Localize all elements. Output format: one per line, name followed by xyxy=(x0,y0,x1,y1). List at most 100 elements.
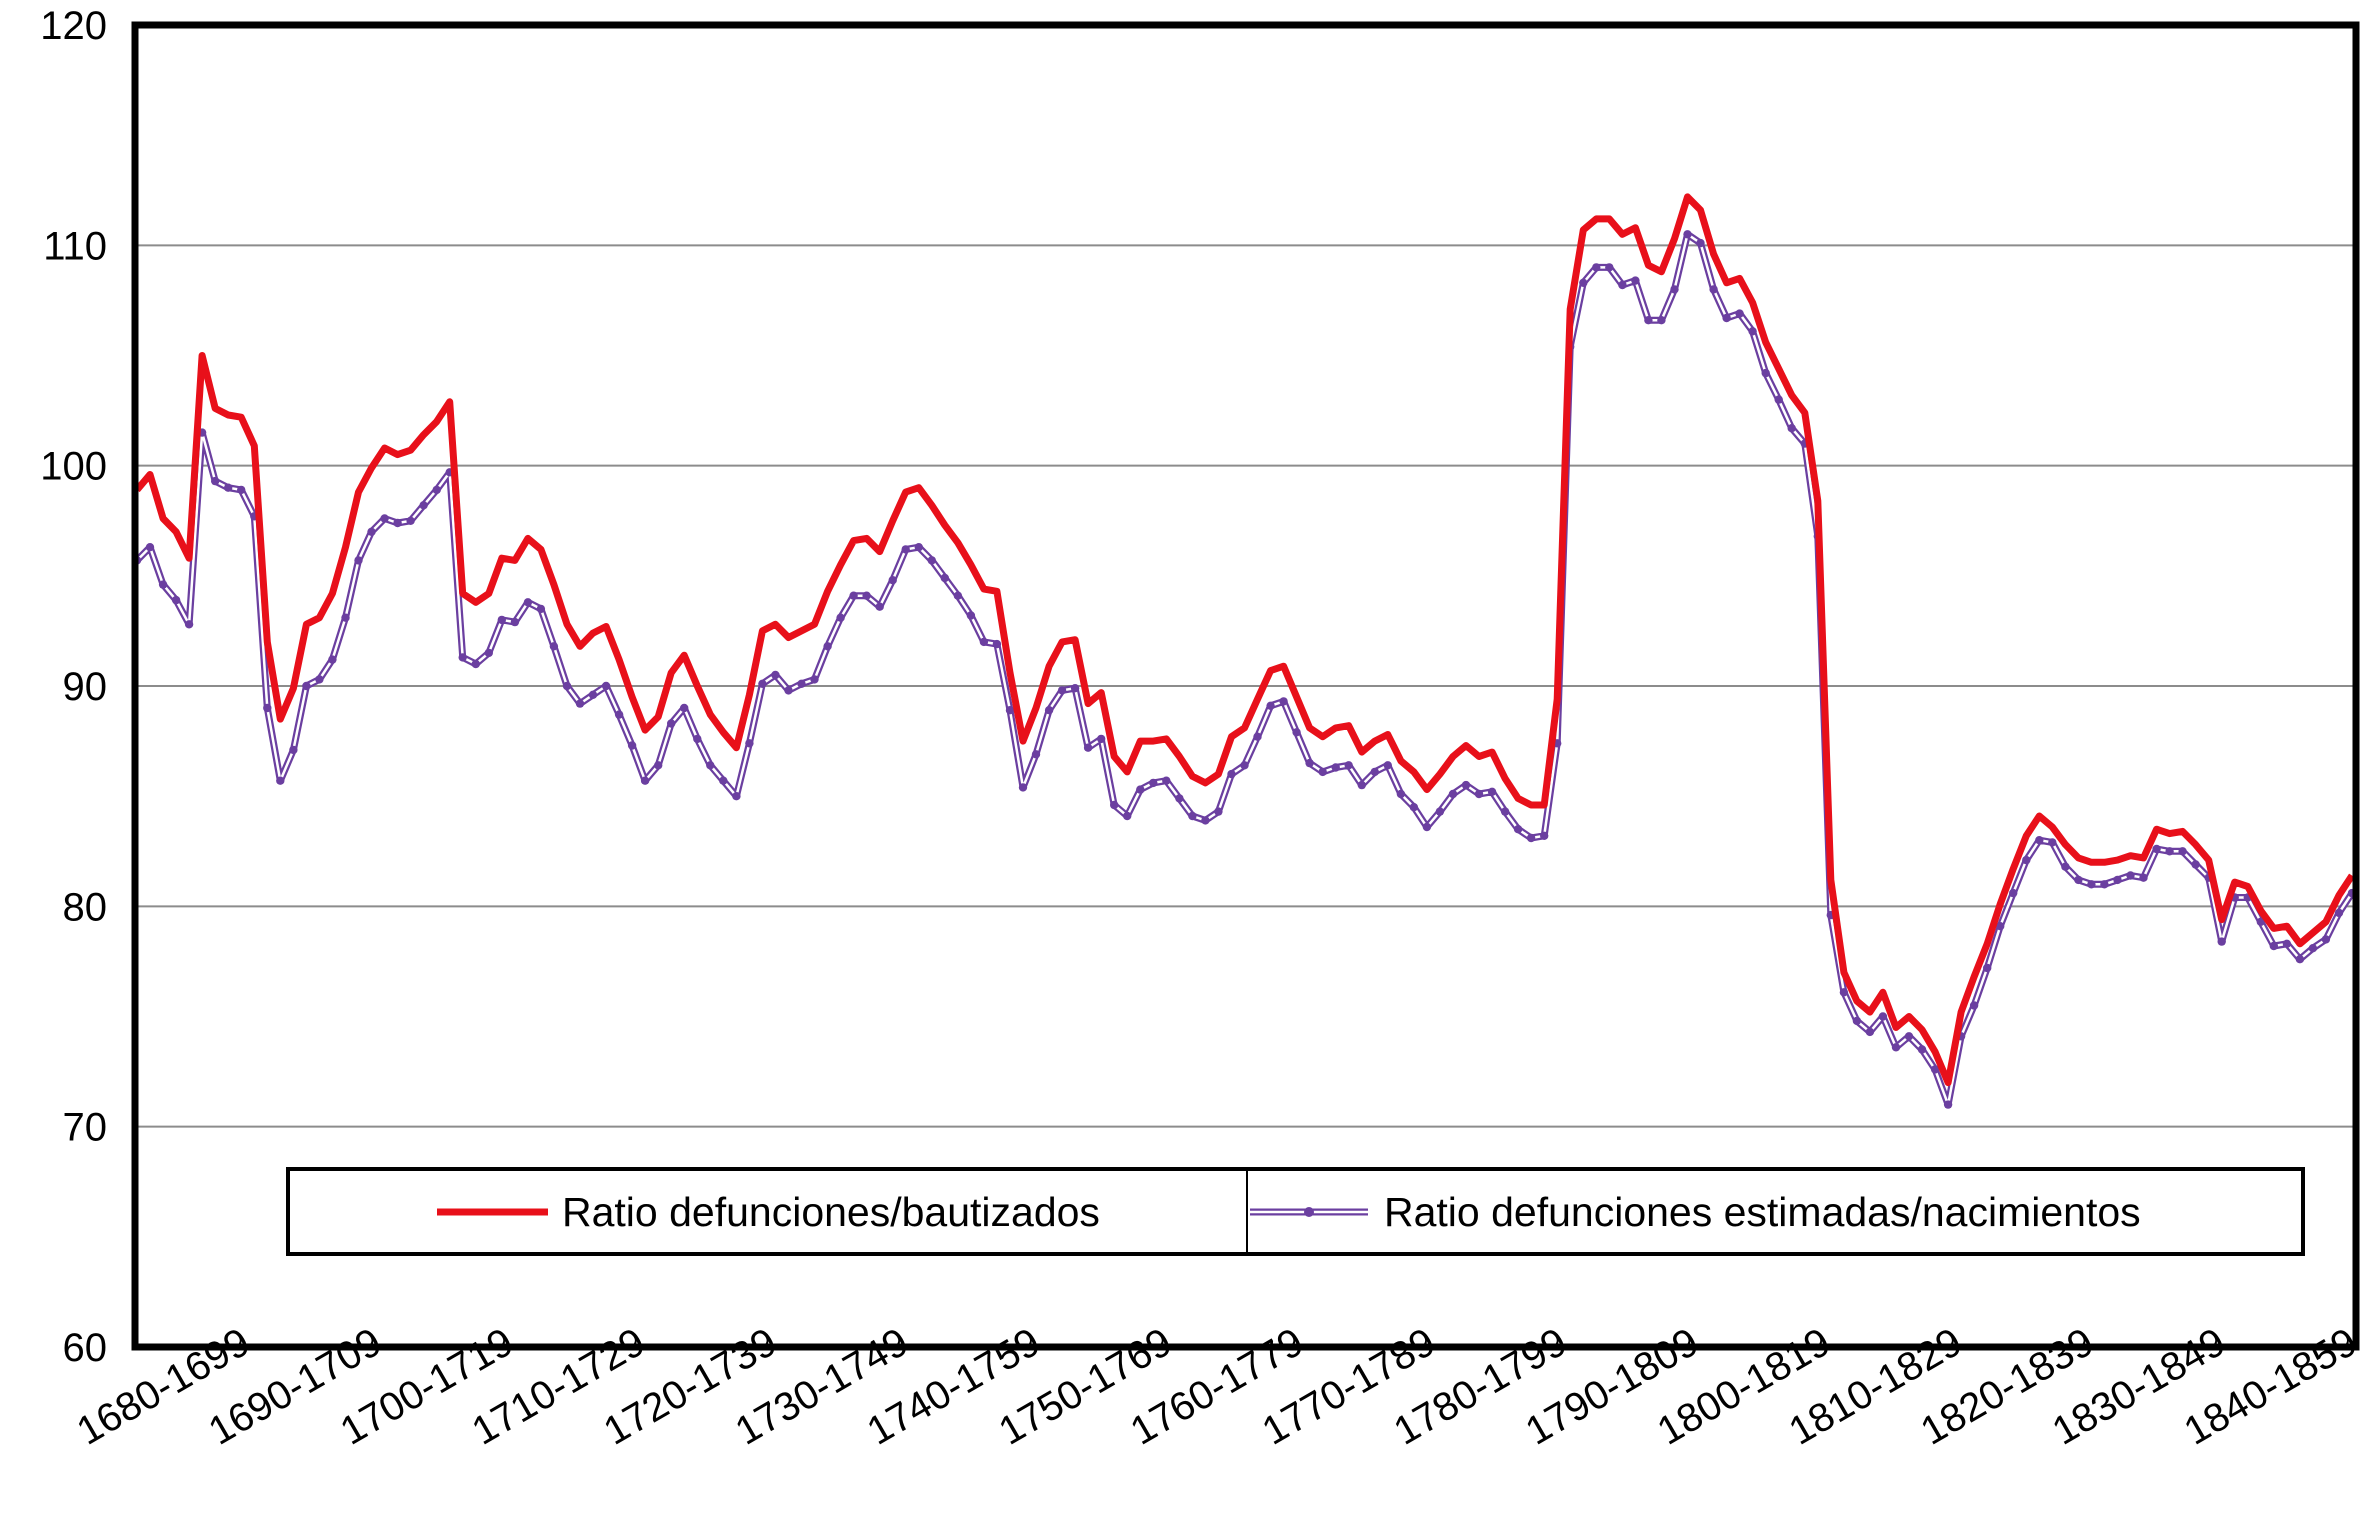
data-point-nacimientos xyxy=(484,648,493,658)
plot-frame xyxy=(131,21,2360,1351)
data-point-nacimientos xyxy=(875,602,884,611)
data-point-nacimientos xyxy=(979,637,989,647)
data-point-nacimientos xyxy=(1266,701,1275,710)
data-point-nacimientos xyxy=(2321,935,2331,944)
data-point-nacimientos xyxy=(2178,847,2187,856)
series-line-bautizados xyxy=(134,193,2355,1087)
data-point-nacimientos xyxy=(2126,871,2135,880)
data-point-nacimientos xyxy=(719,776,728,785)
data-point-nacimientos xyxy=(1722,313,1731,323)
data-point-nacimientos xyxy=(640,776,650,785)
legend-label-nacimientos: Ratio defunciones estimadas/nacimientos xyxy=(1384,1189,2141,1235)
y-tick-label: 80 xyxy=(63,885,108,929)
legend-box-right xyxy=(1246,1167,2305,1256)
data-point-nacimientos xyxy=(1110,800,1119,810)
data-point-nacimientos xyxy=(836,613,845,622)
data-point-nacimientos xyxy=(1605,263,1614,272)
data-point-nacimientos xyxy=(2269,941,2278,951)
data-point-nacimientos xyxy=(1748,327,1757,336)
data-point-nacimientos xyxy=(1996,922,2005,931)
data-point-nacimientos xyxy=(2022,855,2031,865)
data-point-nacimientos xyxy=(1891,1043,1901,1052)
data-point-nacimientos xyxy=(1292,728,1301,737)
data-point-nacimientos xyxy=(2100,880,2109,889)
data-point-nacimientos xyxy=(992,639,1002,649)
data-point-nacimientos xyxy=(1865,1027,1875,1037)
data-point-nacimientos xyxy=(289,745,298,755)
data-point-nacimientos xyxy=(1930,1065,1940,1074)
data-point-nacimientos xyxy=(145,543,155,552)
data-point-nacimientos xyxy=(2256,917,2265,926)
data-point-nacimientos xyxy=(1396,789,1406,799)
data-point-nacimientos xyxy=(784,686,793,695)
data-point-nacimientos xyxy=(1618,280,1627,290)
data-point-nacimientos xyxy=(1331,763,1340,772)
y-tick-label: 70 xyxy=(63,1106,108,1150)
data-point-nacimientos xyxy=(810,675,819,684)
y-tick-label: 90 xyxy=(63,665,108,709)
data-point-nacimientos xyxy=(1474,789,1484,799)
data-point-nacimientos xyxy=(614,710,624,719)
data-point-nacimientos xyxy=(471,659,480,669)
data-point-nacimientos xyxy=(224,483,233,492)
data-point-nacimientos xyxy=(966,611,976,620)
data-point-nacimientos xyxy=(171,595,181,605)
data-point-nacimientos xyxy=(276,776,285,785)
data-point-nacimientos xyxy=(1696,238,1705,248)
data-point-nacimientos xyxy=(549,642,559,651)
data-point-nacimientos xyxy=(2152,844,2161,854)
data-point-nacimientos xyxy=(1227,769,1236,779)
data-point-nacimientos xyxy=(341,613,350,622)
data-point-nacimientos xyxy=(1136,785,1145,794)
data-point-nacimientos xyxy=(302,681,311,691)
data-point-nacimientos xyxy=(1305,758,1314,768)
data-point-nacimientos xyxy=(1917,1045,1927,1054)
data-point-nacimientos xyxy=(354,556,363,565)
data-point-nacimientos xyxy=(1123,811,1132,821)
data-point-nacimientos xyxy=(588,690,598,699)
data-point-nacimientos xyxy=(1878,1012,1888,1021)
data-point-nacimientos xyxy=(1083,743,1093,752)
data-point-nacimientos xyxy=(1683,230,1692,239)
data-point-nacimientos xyxy=(797,679,806,688)
data-point-nacimientos xyxy=(328,655,337,664)
data-point-nacimientos xyxy=(1735,309,1744,318)
data-point-nacimientos xyxy=(458,653,467,662)
data-point-nacimientos xyxy=(2061,862,2070,871)
data-point-nacimientos xyxy=(601,681,611,691)
data-point-nacimientos xyxy=(1774,395,1783,404)
data-point-nacimientos xyxy=(1214,807,1223,816)
data-point-nacimientos xyxy=(2282,939,2292,948)
data-point-nacimientos xyxy=(1018,783,1028,792)
data-point-nacimientos xyxy=(914,543,923,552)
data-point-nacimientos xyxy=(1761,368,1770,378)
data-point-nacimientos xyxy=(2035,836,2044,845)
data-point-nacimientos xyxy=(627,741,637,750)
data-point-nacimientos xyxy=(888,576,897,585)
data-point-nacimientos xyxy=(1852,1016,1862,1026)
data-point-nacimientos xyxy=(654,761,663,770)
data-point-nacimientos xyxy=(1201,816,1210,825)
data-point-nacimientos xyxy=(1487,787,1497,796)
series-layer xyxy=(132,193,2357,1109)
data-point-nacimientos xyxy=(771,670,780,680)
data-point-nacimientos xyxy=(1044,706,1054,715)
data-point-nacimientos xyxy=(1526,833,1536,843)
data-point-nacimientos xyxy=(562,681,572,691)
data-point-nacimientos xyxy=(1279,697,1288,706)
data-point-nacimientos xyxy=(1253,732,1262,741)
data-point-nacimientos xyxy=(406,516,415,525)
data-point-nacimientos xyxy=(2009,888,2018,898)
data-point-nacimientos xyxy=(1631,276,1640,285)
data-point-nacimientos xyxy=(380,514,389,523)
data-point-nacimientos xyxy=(523,598,533,607)
data-point-nacimientos xyxy=(732,792,741,801)
data-point-nacimientos xyxy=(1070,684,1080,693)
data-point-nacimientos xyxy=(432,485,441,495)
data-point-nacimientos xyxy=(1448,789,1458,799)
data-point-nacimientos xyxy=(2165,847,2174,856)
data-point-nacimientos xyxy=(510,617,520,627)
data-point-nacimientos xyxy=(927,556,936,565)
data-point-nacimientos xyxy=(1175,794,1184,803)
